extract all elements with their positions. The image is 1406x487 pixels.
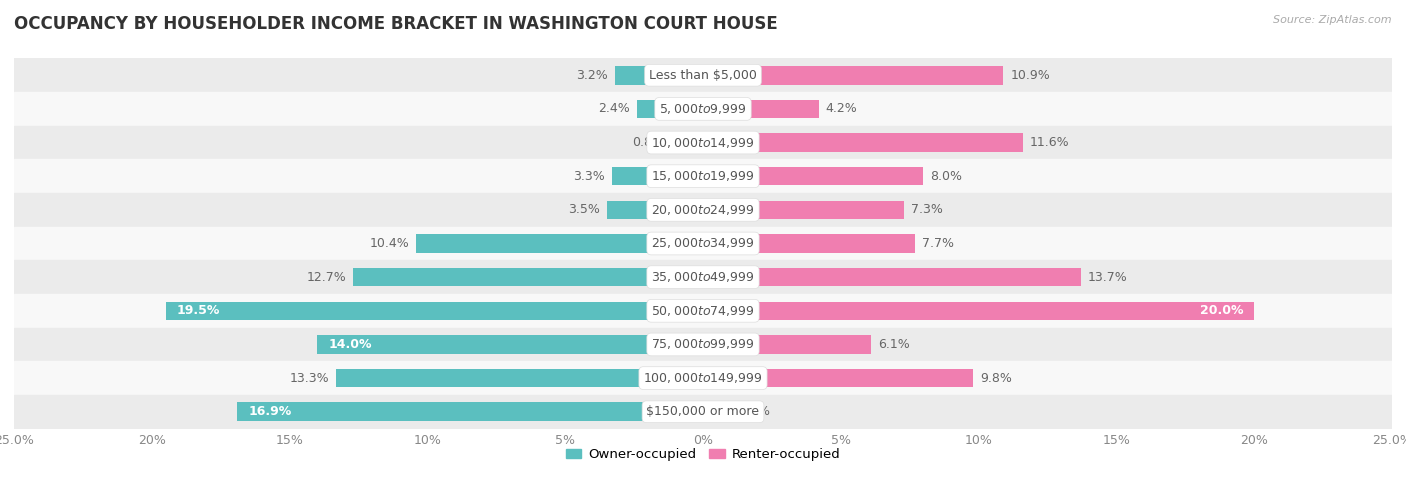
- Text: $25,000 to $34,999: $25,000 to $34,999: [651, 237, 755, 250]
- Text: $10,000 to $14,999: $10,000 to $14,999: [651, 135, 755, 150]
- Bar: [703, 268, 1081, 286]
- Text: Less than $5,000: Less than $5,000: [650, 69, 756, 82]
- Bar: [166, 301, 703, 320]
- Bar: [14, 58, 1392, 92]
- Text: 7.7%: 7.7%: [922, 237, 955, 250]
- Text: 3.3%: 3.3%: [574, 169, 605, 183]
- Text: 0.88%: 0.88%: [631, 136, 672, 149]
- Text: $20,000 to $24,999: $20,000 to $24,999: [651, 203, 755, 217]
- Bar: [416, 234, 703, 253]
- Text: 13.7%: 13.7%: [1087, 271, 1128, 283]
- Bar: [703, 234, 915, 253]
- Bar: [703, 100, 818, 118]
- Bar: [14, 193, 1392, 226]
- Bar: [353, 268, 703, 286]
- Bar: [703, 335, 872, 354]
- Bar: [606, 201, 703, 219]
- Text: 10.9%: 10.9%: [1011, 69, 1050, 82]
- Text: $150,000 or more: $150,000 or more: [647, 405, 759, 418]
- Bar: [703, 167, 924, 186]
- Text: 4.2%: 4.2%: [825, 102, 858, 115]
- Text: 0.75%: 0.75%: [731, 405, 770, 418]
- Text: 16.9%: 16.9%: [249, 405, 291, 418]
- Bar: [703, 66, 1004, 85]
- Bar: [14, 361, 1392, 395]
- Text: $35,000 to $49,999: $35,000 to $49,999: [651, 270, 755, 284]
- Text: 13.3%: 13.3%: [290, 372, 329, 385]
- Bar: [14, 261, 1392, 294]
- Text: 9.8%: 9.8%: [980, 372, 1012, 385]
- Text: $50,000 to $74,999: $50,000 to $74,999: [651, 304, 755, 318]
- Bar: [14, 126, 1392, 159]
- Text: 8.0%: 8.0%: [931, 169, 962, 183]
- Text: 20.0%: 20.0%: [1199, 304, 1243, 318]
- Bar: [612, 167, 703, 186]
- Text: 19.5%: 19.5%: [177, 304, 219, 318]
- Text: 14.0%: 14.0%: [328, 338, 371, 351]
- Bar: [637, 100, 703, 118]
- Text: 10.4%: 10.4%: [370, 237, 409, 250]
- Legend: Owner-occupied, Renter-occupied: Owner-occupied, Renter-occupied: [560, 443, 846, 467]
- Text: 11.6%: 11.6%: [1029, 136, 1069, 149]
- Bar: [703, 201, 904, 219]
- Text: $75,000 to $99,999: $75,000 to $99,999: [651, 337, 755, 352]
- Bar: [703, 369, 973, 387]
- Text: $15,000 to $19,999: $15,000 to $19,999: [651, 169, 755, 183]
- Bar: [679, 133, 703, 152]
- Bar: [14, 159, 1392, 193]
- Text: 12.7%: 12.7%: [307, 271, 346, 283]
- Text: 2.4%: 2.4%: [598, 102, 630, 115]
- Text: $5,000 to $9,999: $5,000 to $9,999: [659, 102, 747, 116]
- Text: $100,000 to $149,999: $100,000 to $149,999: [644, 371, 762, 385]
- Bar: [318, 335, 703, 354]
- Text: 3.5%: 3.5%: [568, 204, 599, 216]
- Bar: [14, 226, 1392, 261]
- Bar: [14, 92, 1392, 126]
- Bar: [703, 301, 1254, 320]
- Text: OCCUPANCY BY HOUSEHOLDER INCOME BRACKET IN WASHINGTON COURT HOUSE: OCCUPANCY BY HOUSEHOLDER INCOME BRACKET …: [14, 15, 778, 33]
- Bar: [336, 369, 703, 387]
- Bar: [238, 402, 703, 421]
- Bar: [703, 402, 724, 421]
- Text: 3.2%: 3.2%: [576, 69, 607, 82]
- Text: 7.3%: 7.3%: [911, 204, 943, 216]
- Text: Source: ZipAtlas.com: Source: ZipAtlas.com: [1274, 15, 1392, 25]
- Bar: [703, 133, 1022, 152]
- Bar: [14, 395, 1392, 429]
- Bar: [614, 66, 703, 85]
- Text: 6.1%: 6.1%: [877, 338, 910, 351]
- Bar: [14, 294, 1392, 328]
- Bar: [14, 328, 1392, 361]
